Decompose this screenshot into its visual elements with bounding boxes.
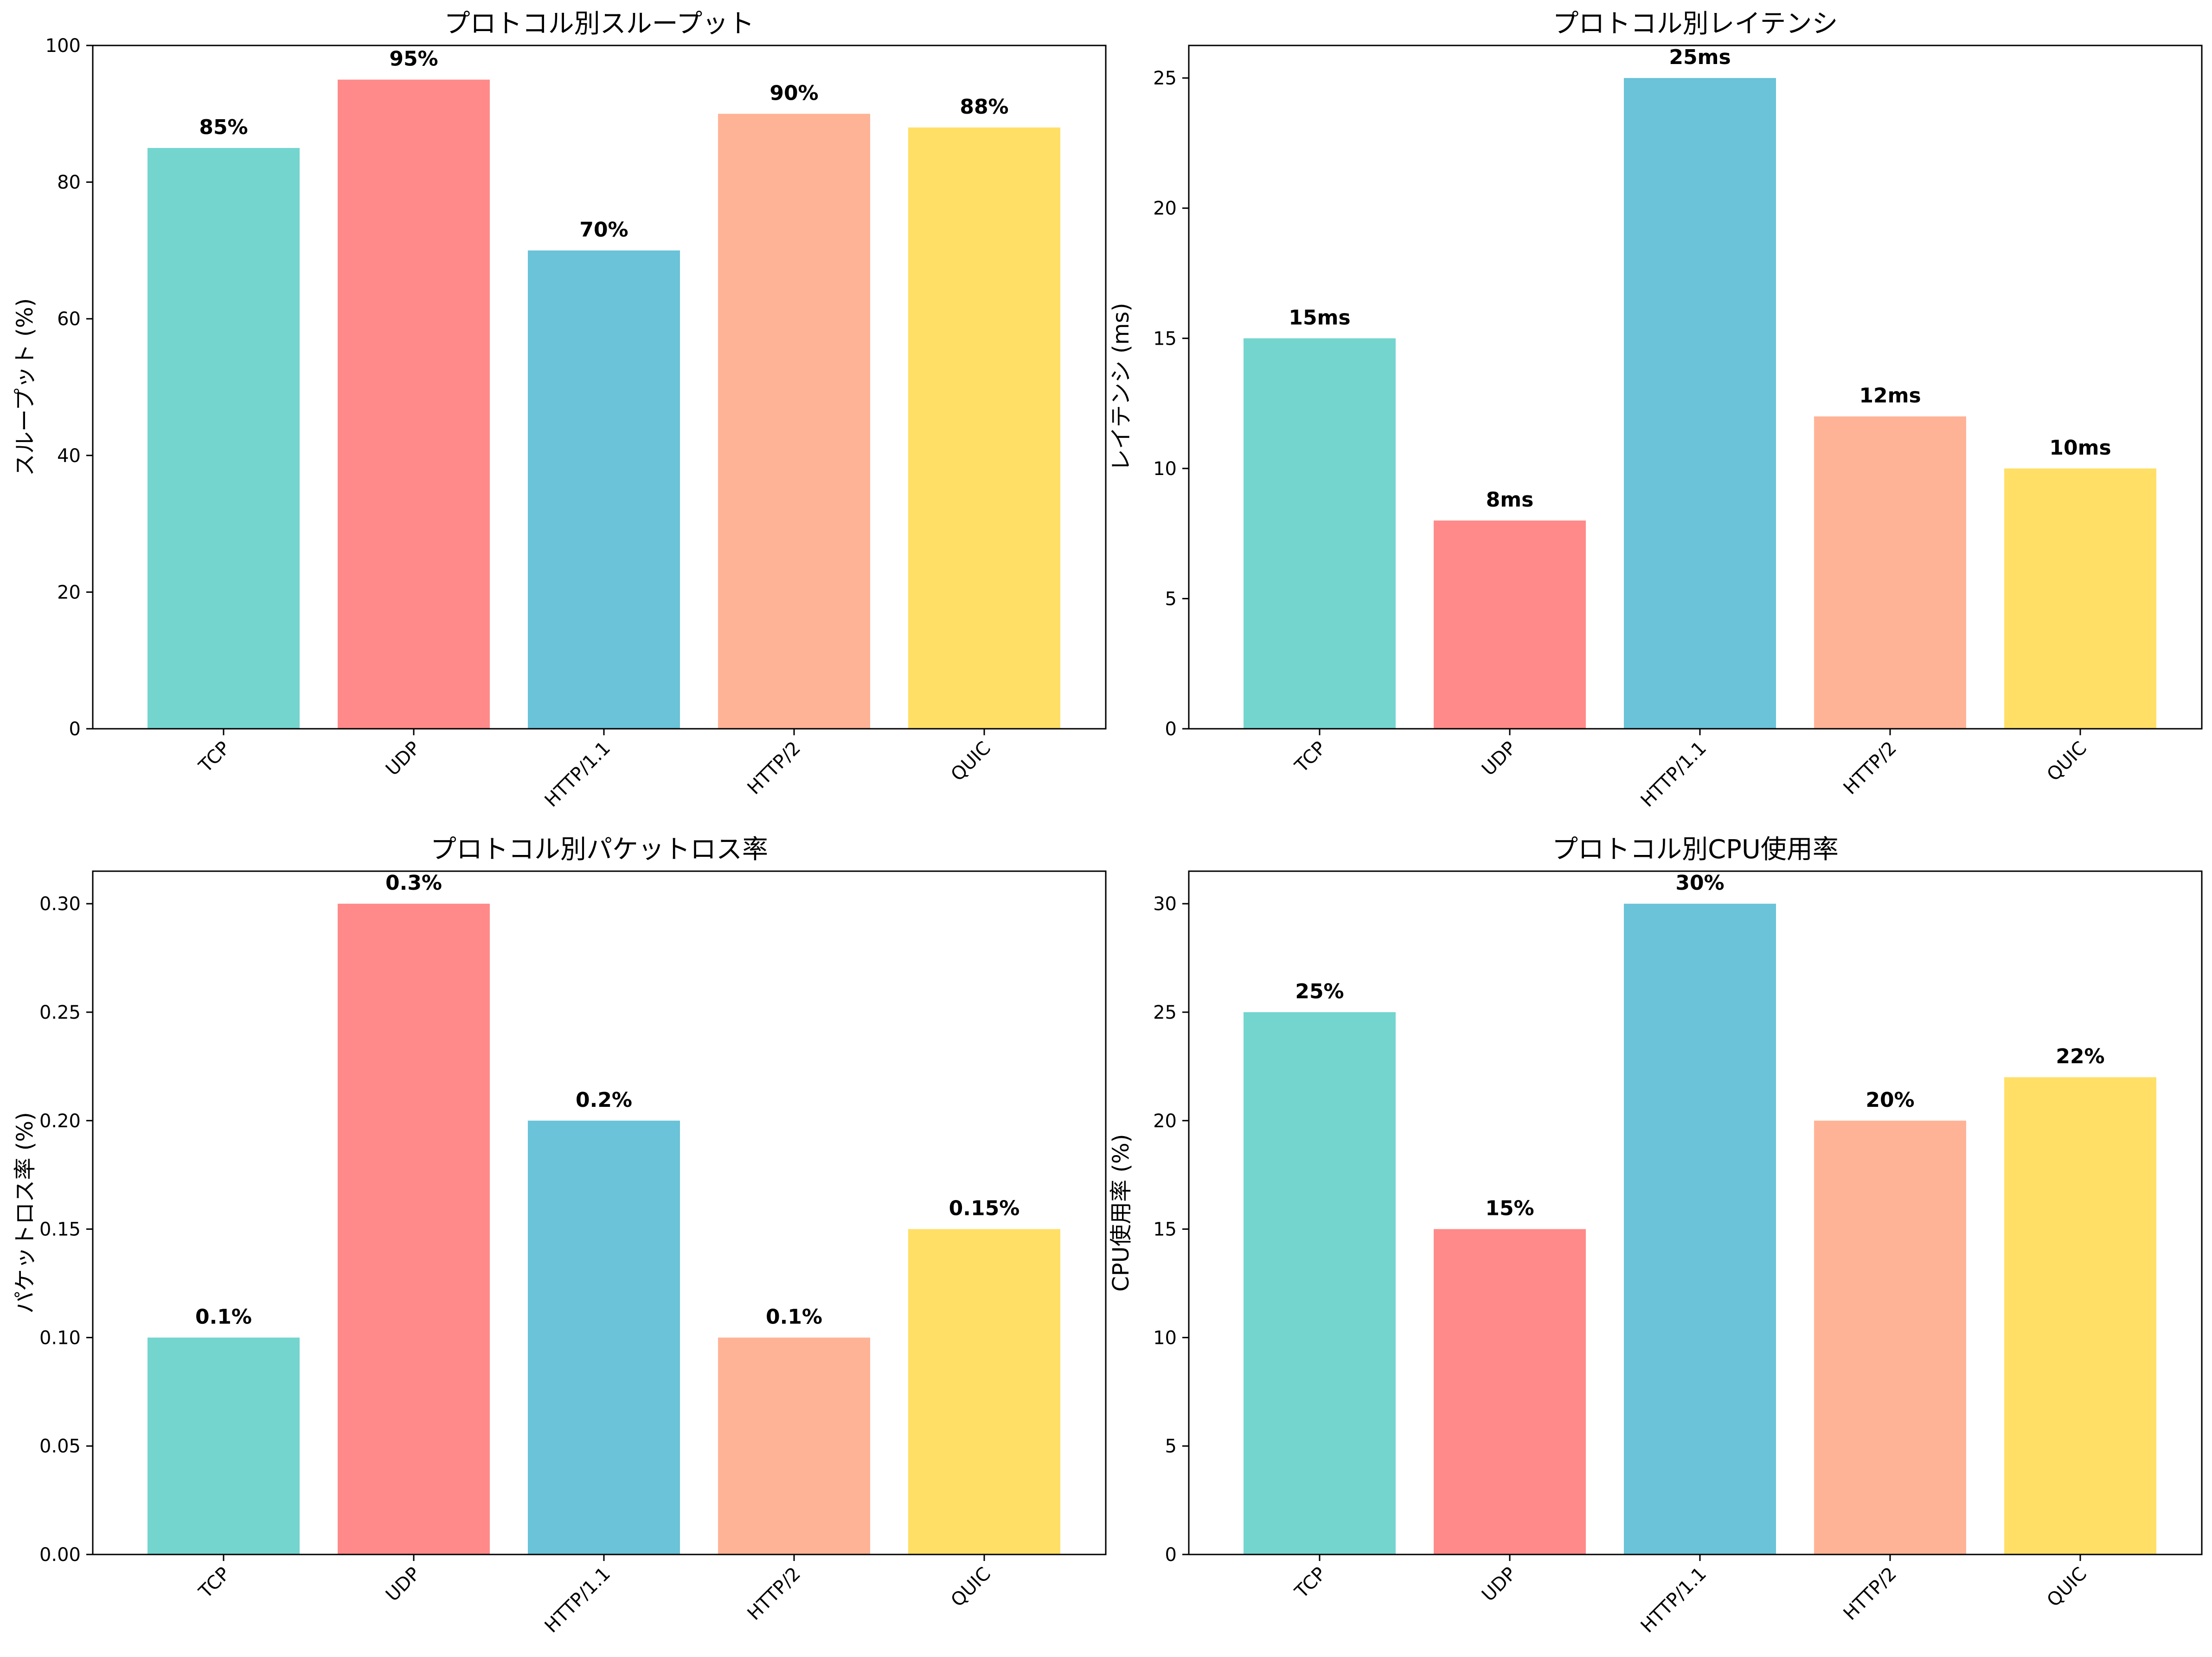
- y-tick-label: 15: [1153, 328, 1177, 349]
- bar-udp: [1434, 1229, 1586, 1554]
- y-tick-label: 100: [45, 35, 81, 57]
- y-tick-label: 0.10: [39, 1327, 81, 1349]
- y-tick-label: 20: [1153, 198, 1177, 219]
- y-tick-label: 0.05: [39, 1436, 81, 1457]
- y-tick-label: 20: [1153, 1111, 1177, 1132]
- chart-panel-3: 0.1% 0.3% 0.2% 0.1% 0.15% 0.00 0.05 0.10 0.15 0.2…: [12, 835, 1107, 1637]
- y-tick-label: 0.15: [39, 1219, 81, 1240]
- bar-udp: [338, 79, 490, 729]
- y-tick-label: 0: [1165, 719, 1177, 740]
- bar-quic: [908, 1229, 1060, 1554]
- bar-http-1-1: [528, 1120, 680, 1554]
- data-label: 88%: [960, 95, 1008, 119]
- chart-title: プロトコル別パケットロス率: [430, 835, 768, 865]
- data-label: 90%: [769, 81, 818, 105]
- bar-udp: [1434, 520, 1586, 729]
- y-tick-label: 60: [57, 308, 81, 330]
- data-label: 8ms: [1486, 488, 1534, 512]
- y-tick-label: 0: [1165, 1544, 1177, 1566]
- bar-quic: [2004, 468, 2156, 729]
- bar-quic: [908, 127, 1060, 729]
- y-axis-label: レイテンシ (ms): [1108, 303, 1134, 472]
- data-label: 15ms: [1289, 306, 1350, 329]
- data-label: 25ms: [1669, 45, 1731, 69]
- data-label: 25%: [1295, 980, 1344, 1003]
- y-tick-label: 0: [69, 719, 81, 740]
- bar-udp: [338, 904, 490, 1554]
- bar-http-1-1: [1624, 78, 1776, 729]
- data-label: 95%: [389, 47, 438, 71]
- bar-tcp: [1244, 1012, 1396, 1554]
- y-tick-label: 10: [1153, 458, 1177, 480]
- data-label: 0.15%: [949, 1197, 1020, 1220]
- data-label: 0.1%: [195, 1305, 252, 1329]
- data-label: 22%: [2056, 1045, 2104, 1068]
- y-axis-label: スループット (%): [12, 298, 38, 476]
- y-tick-label: 5: [1165, 1436, 1177, 1457]
- y-tick-label: 25: [1153, 68, 1177, 89]
- y-tick-label: 80: [57, 172, 81, 193]
- y-axis-label: パケットロス率 (%): [12, 1112, 38, 1313]
- y-tick-label: 0.30: [39, 893, 81, 915]
- data-label: 0.2%: [576, 1088, 632, 1112]
- data-label: 85%: [199, 116, 248, 139]
- bar-http-2: [718, 1337, 870, 1554]
- chart-title: プロトコル別CPU使用率: [1552, 835, 1839, 865]
- bar-http-2: [718, 114, 870, 729]
- data-label: 30%: [1675, 871, 1724, 895]
- bar-http-2: [1814, 416, 1966, 729]
- y-axis-label: CPU使用率 (%): [1108, 1134, 1134, 1292]
- y-tick-label: 0.25: [39, 1002, 81, 1023]
- y-tick-label: 15: [1153, 1219, 1177, 1240]
- bar-http-2: [1814, 1120, 1966, 1554]
- bar-http-1-1: [1624, 904, 1776, 1554]
- chart-title: プロトコル別スループット: [444, 9, 755, 39]
- axes-frame: [1188, 45, 2203, 730]
- y-tick-label: 40: [57, 445, 81, 467]
- data-label: 0.3%: [385, 871, 442, 895]
- y-tick-label: 0.20: [39, 1111, 81, 1132]
- axes-frame: [92, 870, 1107, 1555]
- data-label: 0.1%: [766, 1305, 822, 1329]
- bar-tcp: [1244, 338, 1396, 729]
- y-tick-label: 25: [1153, 1002, 1177, 1023]
- axes-frame: [92, 45, 1107, 730]
- data-label: 70%: [579, 218, 628, 242]
- bar-quic: [2004, 1077, 2156, 1554]
- bar-tcp: [147, 1337, 300, 1554]
- y-tick-label: 20: [57, 582, 81, 603]
- bar-http-1-1: [528, 250, 680, 729]
- data-label: 10ms: [2049, 436, 2111, 460]
- data-label: 15%: [1485, 1197, 1534, 1220]
- bar-tcp: [147, 148, 300, 729]
- data-label: 20%: [1866, 1088, 1914, 1112]
- y-tick-label: 5: [1165, 588, 1177, 610]
- y-tick-label: 10: [1153, 1327, 1177, 1349]
- axes-frame: [1188, 870, 2203, 1555]
- y-tick-label: 0.00: [39, 1544, 81, 1566]
- data-label: 12ms: [1859, 384, 1921, 408]
- chart-title: プロトコル別レイテンシ: [1553, 9, 1838, 39]
- y-tick-label: 30: [1153, 893, 1177, 915]
